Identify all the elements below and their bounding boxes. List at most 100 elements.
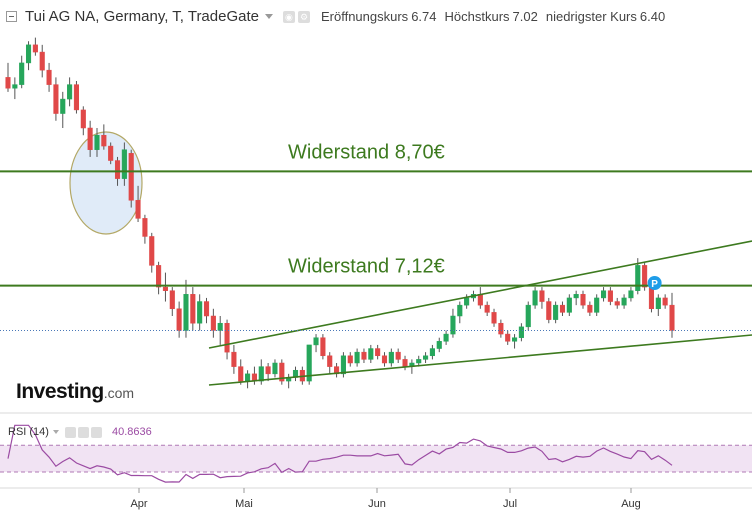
low-value: 6.40 [639,9,666,24]
low-label: niedrigster Kurs [545,9,637,24]
gear-icon[interactable]: ⚙ [297,10,310,23]
candle-body [25,44,32,64]
candle-body [108,145,114,161]
candle-body [94,134,100,150]
candle-body [121,149,127,179]
event-marker [647,276,662,290]
resistance-label: Widerstand 7,12€ [288,256,445,278]
candle-body [559,304,566,313]
candle-body [669,304,675,331]
candle-body [450,315,456,335]
eye-icon[interactable]: ◉ [282,10,295,23]
candle-body [190,294,196,324]
candle-body [600,290,607,299]
close-icon[interactable] [90,426,102,438]
rsi-header: RSI (14) 40.8636 [8,426,152,438]
candle-body [272,362,278,375]
candle-body [443,333,449,342]
candle-body [532,290,538,306]
candle-body [53,84,59,114]
candle-body [512,337,518,342]
candle-body [642,265,648,288]
rsi-band [0,445,752,472]
candle-body [573,294,579,299]
candle-body [491,312,497,324]
candle-body [5,77,11,89]
chart-header: Tui AG NA, Germany, T, TradeGate ◉ ⚙ Erö… [0,0,752,34]
logo-name: Investing [16,380,104,403]
candle-body [436,341,442,349]
high-label: Höchstkurs [444,9,510,24]
candle-body [80,109,86,129]
gear-icon[interactable] [77,426,89,438]
rsi-value: 40.8636 [111,426,152,438]
candle-body [580,294,586,306]
candle-body [375,348,381,357]
candle-body [169,290,175,310]
candle-body [587,304,593,313]
eye-icon[interactable] [64,426,76,438]
trendline-upper [208,240,752,349]
candle-body [361,351,367,360]
candle-body [114,160,121,179]
candle-body [39,51,45,71]
candle-body [635,265,641,291]
time-tick-label: Jun [368,498,386,510]
candle-body [32,44,38,53]
candle-body [395,351,401,360]
time-tick-label: Apr [130,498,147,510]
candle-body [101,134,107,147]
chevron-down-icon[interactable] [264,14,273,19]
candle-body [327,355,333,367]
instrument-title: Tui AG NA, Germany, T, TradeGate [25,8,259,25]
candle-body [60,98,66,114]
candle-body [197,301,203,324]
time-tick-label: Jul [503,498,517,510]
chevron-down-icon[interactable] [52,430,59,434]
candle-body [210,315,216,331]
open-label: Eröffnungskurs [320,9,409,24]
candle-body [19,62,25,85]
candle-body [279,362,285,382]
candle-body [628,290,634,299]
candle-body [498,322,504,335]
candle-body [224,322,230,353]
candle-body [505,333,511,342]
resistance-label: Widerstand 8,70€ [288,141,445,163]
candle-body [340,355,346,375]
candle-body [258,366,264,382]
candle-body [142,218,148,237]
logo-suffix: .com [103,385,135,401]
candle-body [464,297,470,306]
candle-body [162,286,168,291]
collapse-icon[interactable] [6,11,17,22]
candle-body [566,297,572,313]
candle-body [320,337,326,357]
candle-body [354,351,360,364]
investing-logo[interactable]: Investing.com [16,380,134,404]
candle-body [313,337,319,346]
candle-body [416,359,422,364]
candle-body [648,286,655,310]
candle-body [245,373,251,382]
time-tick-label: Mai [235,498,253,510]
candle-body [231,351,237,367]
candle-body [87,127,93,150]
candle-body [457,304,463,317]
candle-body [46,69,52,85]
candle-body [553,304,559,320]
candle-body [402,359,408,367]
event-marker-label: P [651,279,658,290]
candle-body [156,265,162,288]
candle-body [135,200,141,219]
candle-body [381,355,388,364]
open-value: 6.74 [411,9,437,24]
candle-body [594,297,600,313]
candle-body [128,153,134,201]
candle-body [546,301,552,320]
candle-body [518,326,524,338]
rsi-label: RSI (14) [8,426,49,438]
candle-body [539,290,545,302]
trendline-lower [208,334,752,386]
